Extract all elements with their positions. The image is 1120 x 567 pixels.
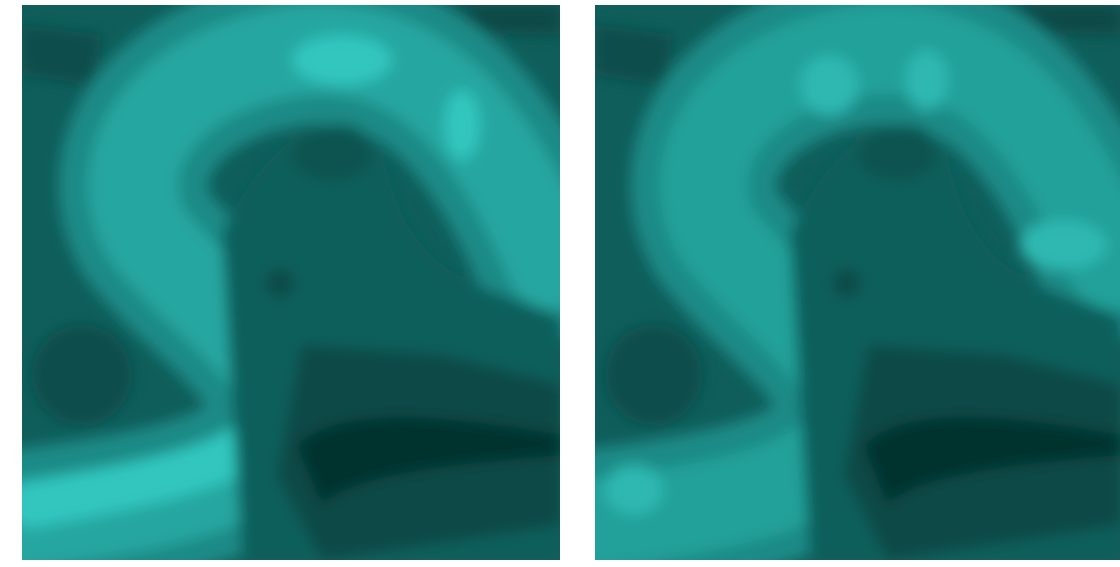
- contour-level: [444, 90, 480, 160]
- contour-level: [800, 55, 859, 115]
- contour-level: [292, 130, 372, 180]
- contour-level: [292, 35, 392, 85]
- contour-field: [12, 5, 562, 560]
- contour-level: [595, 25, 673, 85]
- contour-panel: [12, 5, 562, 560]
- contour-panel: [585, 5, 1120, 560]
- contour-level: [1019, 220, 1107, 270]
- contour-level: [833, 269, 860, 297]
- chart: [0, 0, 1120, 567]
- contour-field: [585, 5, 1120, 560]
- contour-level: [32, 325, 132, 425]
- contour-level: [858, 130, 936, 180]
- page: (() => { const data = JSON.parse(documen…: [0, 0, 1120, 567]
- contour-level: [605, 465, 664, 515]
- contour-level: [905, 50, 948, 110]
- contour-level: [266, 269, 294, 297]
- contour-levels: [12, 5, 562, 560]
- contour-level: [605, 325, 703, 425]
- contour-level: [22, 25, 102, 85]
